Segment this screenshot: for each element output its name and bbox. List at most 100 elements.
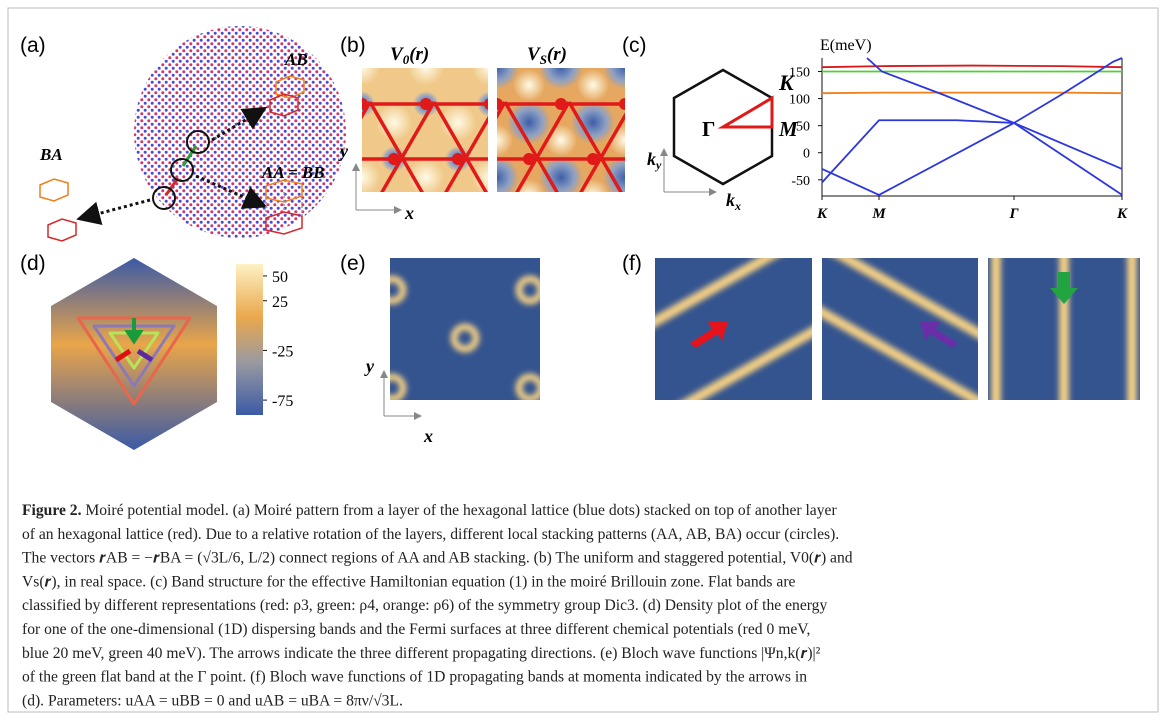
y-tick-label: -50 (791, 174, 810, 189)
x-tick-label: K (816, 206, 828, 222)
title-part: (r) (547, 44, 567, 65)
potential-peak (344, 159, 380, 195)
band-line (822, 120, 1122, 195)
pointer-arrow (82, 200, 150, 218)
caption-text: of an hexagonal lattice (red). Due to a … (22, 526, 839, 543)
figure: (a) (b) (c) (d) (e) (f) AB BA AA = BB V0… (0, 0, 1167, 720)
lattice-node (420, 98, 432, 110)
panel-label: (a) (20, 34, 46, 57)
band-line (822, 66, 1122, 68)
stacking-label: BA (39, 145, 63, 164)
caption-text: Vs(𝒓), in real space. (c) Band structure… (22, 573, 796, 590)
potential-well (573, 36, 599, 62)
potential-peak (312, 214, 348, 250)
potential-peak (641, 179, 673, 211)
lattice-node (388, 153, 400, 165)
potential-well (443, 210, 487, 254)
caption-line: Vs(𝒓), in real space. (c) Band structure… (22, 573, 796, 590)
potential-well (731, 45, 775, 89)
lattice-node (491, 208, 503, 220)
lattice-node (580, 263, 592, 275)
colorbar-tick-label: -25 (272, 343, 293, 360)
caption-label: Figure 2. (22, 502, 82, 519)
potential-well (349, 201, 375, 227)
caption-text: of the green flat band at the Γ point. (… (22, 669, 807, 686)
potential-well (413, 201, 439, 227)
wavefunction-map (381, 258, 541, 400)
y-tick-label: 0 (803, 147, 810, 162)
wavefunction-map (640, 222, 830, 430)
axis-label: y (338, 141, 349, 161)
potential-well (477, 201, 503, 227)
lattice-node (587, 263, 599, 275)
potential-well (635, 100, 679, 144)
lattice-node (484, 98, 496, 110)
potential-peak (577, 179, 609, 211)
potential-well (539, 155, 583, 199)
lattice-node (555, 208, 567, 220)
band-chart: E(meV) 150100500-50KMΓK (789, 37, 1128, 222)
band-line (879, 58, 1122, 195)
axis-label: ky (647, 149, 662, 172)
lattice-node (587, 43, 599, 55)
lattice-node (484, 208, 496, 220)
caption-text: Moiré potential model. (a) Moiré pattern… (81, 502, 837, 519)
potential-well (731, 155, 775, 199)
label-part: x (734, 199, 741, 213)
potential-well (635, 210, 679, 254)
title-part: S (540, 52, 547, 67)
potential-well (571, 210, 615, 254)
lattice-node (324, 43, 336, 55)
band-line (867, 58, 1122, 169)
map-title: V0(r) (390, 44, 429, 67)
map-title: VS(r) (527, 44, 567, 67)
y-tick-label: 100 (789, 93, 810, 108)
label-part: y (654, 158, 662, 172)
potential-peak (577, 69, 609, 101)
page: Figure 2 {"figure": { "panels": { "a": {… (0, 0, 1167, 720)
potential-well (699, 210, 743, 254)
panel-label: (d) (20, 252, 46, 275)
axis-label: x (404, 203, 414, 223)
lattice-node (452, 153, 464, 165)
potential-peak (545, 234, 577, 266)
axis-label: y (364, 356, 375, 376)
x-tick-label: M (871, 206, 886, 222)
k-point-label: Γ (702, 117, 715, 141)
panel-label: (c) (622, 34, 647, 57)
potential-well (507, 210, 551, 254)
lattice-node (452, 43, 464, 55)
caption-text: for one of the one-dimensional (1D) disp… (22, 621, 810, 638)
potential-well (667, 45, 711, 89)
potential-peak (504, 214, 540, 250)
lattice-node (548, 208, 560, 220)
potential-peak (545, 124, 577, 156)
caption-line: for one of the one-dimensional (1D) disp… (22, 621, 810, 638)
caption: Figure 2. Moiré potential model. (a) Moi… (22, 502, 853, 709)
title-part: (r) (409, 44, 429, 65)
colorbar-tick-label: 50 (272, 269, 288, 286)
stacking-label: AB (284, 50, 308, 69)
potential-well (667, 155, 711, 199)
axis-label: x (423, 426, 433, 446)
colorbar (236, 264, 263, 415)
k-path (723, 98, 772, 127)
lattice-node (683, 208, 695, 220)
caption-line: of an hexagonal lattice (red). Due to a … (22, 526, 839, 543)
moire-pattern (134, 26, 346, 238)
panel-label: (b) (340, 34, 366, 57)
lattice-node (683, 98, 695, 110)
lattice-node (523, 153, 535, 165)
caption-line: (d). Parameters: uAA = uBB = 0 and uAB =… (22, 692, 403, 709)
stacking-label: AA = BB (261, 163, 325, 182)
potential-peak (513, 69, 545, 101)
caption-text: The vectors 𝒓AB = −𝒓BA = (√3L/6, L/2) co… (22, 550, 853, 567)
colorbar-tick-label: 25 (272, 294, 288, 311)
label-part: k (726, 190, 735, 210)
lattice-node (356, 98, 368, 110)
lattice-node (651, 43, 663, 55)
y-tick-label: 50 (796, 120, 810, 135)
lattice-node (619, 208, 631, 220)
potential-well (541, 201, 567, 227)
potential-peak (536, 269, 572, 305)
